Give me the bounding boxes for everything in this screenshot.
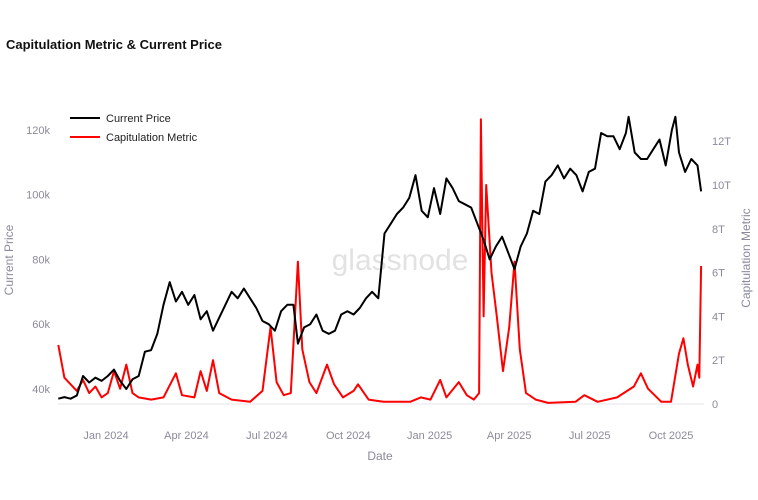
y-left-tick-label: 40k [32,384,50,396]
legend: Current Price Capitulation Metric [70,113,198,144]
y-axis-left-label: Current Price [2,224,16,295]
x-tick-label: Jan 2025 [407,430,452,442]
x-tick-label: Apr 2025 [487,430,532,442]
legend-label-capitulation-metric[interactable]: Capitulation Metric [106,132,198,144]
y-right-tick-label: 10T [712,180,731,192]
x-tick-label: Jul 2025 [569,430,611,442]
y-axis-right-label: Capitulation Metric [739,208,753,307]
watermark: glassnode [332,244,469,277]
series-line-current-price [58,115,703,400]
y-left-tick-label: 80k [32,254,50,266]
y-right-tick-label: 6T [712,268,725,280]
x-tick-label: Oct 2024 [326,430,371,442]
y-right-tick-label: 8T [712,224,725,236]
legend-label-current-price[interactable]: Current Price [106,113,171,125]
y-left-tick-label: 60k [32,319,50,331]
y-right-tick-label: 2T [712,355,725,367]
x-tick-label: Jul 2024 [246,430,288,442]
x-tick-label: Jan 2024 [83,430,128,442]
series-line-capitulation-metric [57,118,703,404]
x-axis-label: Date [367,449,393,463]
y-right-tick-label: 4T [712,311,725,323]
x-tick-label: Oct 2025 [649,430,694,442]
y-right-tick-label: 12T [712,136,731,148]
x-tick-label: Apr 2024 [164,430,209,442]
y-left-tick-label: 120k [26,125,50,137]
y-right-tick-label: 0 [712,399,718,411]
y-left-tick-label: 100k [26,190,50,202]
chart-title: Capitulation Metric & Current Price [6,37,222,52]
